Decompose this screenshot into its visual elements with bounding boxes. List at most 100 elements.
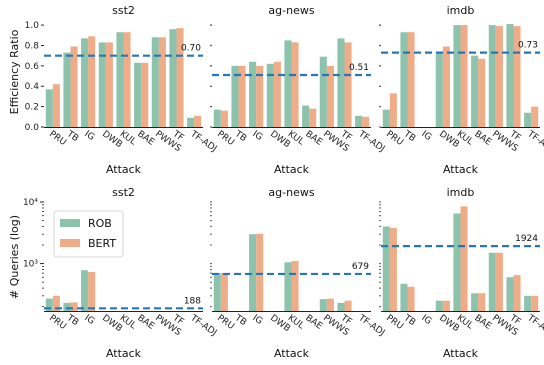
bar-rob-kul — [284, 40, 292, 127]
bar-rob-pwws — [488, 252, 496, 311]
y-tick-dot — [379, 214, 381, 217]
bar-bert-bae — [309, 108, 317, 127]
y-tick-dot — [210, 219, 212, 222]
bar-bert-bae — [478, 58, 486, 127]
y-tick-dot — [210, 244, 212, 246]
y-tick-dot — [210, 207, 212, 209]
y-tick-label: 0.2 — [25, 103, 39, 113]
bar-bert-ig — [256, 233, 264, 311]
y-tick-label: 10³ — [23, 260, 38, 270]
bar-bert-tb — [70, 46, 78, 127]
bar-rob-dwb — [266, 63, 274, 127]
bar-rob-pwws — [319, 299, 327, 311]
bar-rob-tf-adj — [524, 112, 532, 127]
x-tick-label-tf-adj: TF-ADJ — [356, 313, 387, 339]
y-tick-dot — [210, 24, 212, 26]
x-tick-label-ig: IG — [250, 129, 264, 143]
x-tick-label-tf-adj: TF-ADJ — [356, 129, 387, 155]
bar-bert-dwb — [442, 46, 450, 127]
bar-rob-bae — [471, 293, 479, 311]
x-tick-label-bae: BAE — [303, 129, 324, 148]
reference-label: 1924 — [515, 234, 538, 244]
bar-bert-pru — [389, 227, 397, 311]
y-tick-dot — [210, 85, 212, 88]
x-tick-label-tf-adj: TF-ADJ — [525, 129, 544, 155]
y-tick-dot — [379, 204, 381, 206]
y-tick-dot — [379, 305, 381, 308]
y-tick-label: 0.0 — [25, 123, 40, 133]
bar-bert-tb — [238, 65, 246, 127]
bar-bert-kul — [460, 206, 468, 311]
bar-rob-pru — [382, 226, 390, 311]
bar-bert-ig — [256, 65, 264, 127]
y-tick-dot — [379, 225, 381, 228]
bar-bert-pwws — [326, 298, 334, 311]
legend-swatch-bert — [60, 239, 80, 247]
bar-rob-tf-adj — [187, 117, 195, 127]
x-tick-label-tf-adj: TF-ADJ — [525, 313, 544, 339]
y-tick-dot — [210, 262, 212, 265]
x-tick-label-pru: PRU — [384, 129, 405, 148]
bar-bert-tf — [513, 275, 521, 311]
bar-bert-dwb — [442, 300, 450, 311]
y-tick-dot — [210, 281, 212, 283]
x-tick-label-tf-adj: TF-ADJ — [188, 313, 219, 339]
y-tick-dot — [210, 225, 212, 228]
x-tick-label-ig: IG — [419, 313, 433, 327]
bar-rob-tb — [63, 302, 71, 311]
bar-rob-pru — [45, 89, 53, 127]
bar-bert-pru — [52, 295, 60, 311]
y-tick-dot — [210, 126, 212, 128]
y-tick-dot — [379, 281, 381, 283]
y-tick-label: 0.8 — [25, 41, 40, 51]
y-tick-label: 10⁴ — [23, 198, 38, 208]
x-tick-label-pru: PRU — [384, 313, 405, 332]
bar-rob-dwb — [435, 300, 443, 311]
bar-rob-pwws — [488, 25, 496, 128]
reference-label: 679 — [352, 262, 369, 272]
x-tick-label-bae: BAE — [135, 129, 156, 148]
bar-bert-tb — [407, 286, 415, 311]
x-axis-title: Attack — [274, 163, 310, 176]
reference-label: 0.51 — [349, 63, 369, 73]
y-tick-dot — [379, 44, 381, 47]
bar-bert-tf — [344, 42, 352, 127]
bar-bert-tf-adj — [194, 115, 202, 127]
bar-rob-bae — [302, 105, 310, 127]
x-tick-label-tf-adj: TF-ADJ — [188, 129, 219, 155]
y-tick-dot — [379, 233, 381, 235]
y-tick-dot — [210, 214, 212, 217]
bar-rob-dwb — [98, 42, 106, 127]
bar-bert-pwws — [158, 37, 166, 127]
bar-rob-tf — [506, 277, 514, 311]
y-tick-dot — [210, 210, 212, 213]
y-tick-dot — [379, 207, 381, 209]
bar-bert-kul — [291, 261, 299, 311]
bar-rob-tb — [231, 65, 239, 127]
x-tick-label-bae: BAE — [135, 313, 156, 332]
panel-title: sst2 — [112, 4, 135, 17]
legend-swatch-rob — [60, 219, 80, 227]
bar-bert-pru — [220, 273, 228, 311]
bar-bert-kul — [460, 25, 468, 128]
bar-bert-kul — [291, 42, 299, 127]
y-tick-dot — [379, 201, 381, 203]
bar-bert-ig — [88, 36, 96, 127]
bar-bert-pwws — [495, 26, 503, 127]
y-tick-dot — [379, 219, 381, 222]
y-tick-dot — [379, 24, 381, 26]
y-tick-dot — [210, 265, 212, 268]
y-tick-label: 1.0 — [25, 21, 40, 31]
y-tick-dot — [210, 105, 212, 108]
bar-bert-bae — [141, 62, 149, 127]
x-tick-label-ig: IG — [250, 313, 264, 327]
bar-bert-tf-adj — [531, 106, 539, 127]
x-tick-label-ig: IG — [419, 129, 433, 143]
bar-rob-tf — [337, 302, 345, 311]
y-tick-dot — [210, 44, 212, 47]
